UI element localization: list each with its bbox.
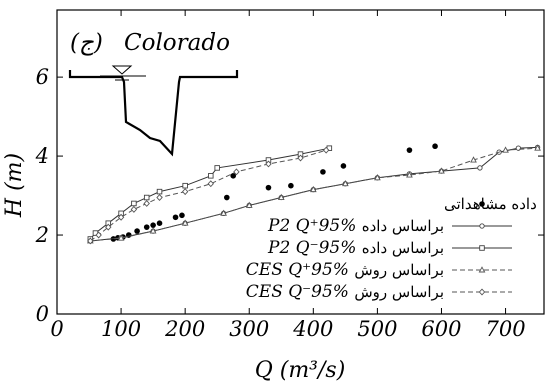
data-point-p2_lower	[157, 189, 162, 194]
x-tick-label: 200	[164, 317, 205, 341]
legend-label-p2_lower: P2 Q⁻95% براساس داده	[267, 238, 444, 258]
site-name: Colorado	[124, 30, 230, 56]
data-point-ces_lower	[208, 181, 213, 187]
x-tick-label: 300	[229, 317, 269, 341]
data-point-p2_lower	[132, 201, 137, 206]
data-point-p2_lower	[183, 183, 188, 188]
legend-label-ces_upper: CES Q⁺95% براساس روش	[246, 260, 444, 280]
data-point-obs	[288, 183, 294, 189]
data-point-obs	[266, 185, 272, 191]
data-point-obs	[407, 147, 413, 153]
data-point-obs	[157, 220, 163, 226]
x-tick-label: 100	[101, 317, 141, 341]
data-point-p2_lower	[215, 166, 220, 171]
legend-label-obs: داده مشاهداتی	[444, 195, 537, 213]
data-point-obs	[432, 143, 438, 149]
x-tick-label: 600	[421, 317, 461, 341]
water-level-marker	[113, 66, 131, 74]
channel-cross-section	[70, 70, 237, 154]
data-point-obs	[144, 224, 150, 230]
legend-label-ces_lower: CES Q⁻95% براساس روش	[246, 282, 444, 302]
channel-inset: (ج) Colorado	[70, 30, 237, 154]
data-point-ces_lower	[131, 207, 136, 213]
data-point-ces_lower	[183, 189, 188, 195]
legend-row-p2_lower: P2 Q⁻95% براساس داده	[267, 238, 512, 258]
data-point-obs	[179, 212, 185, 218]
legend-marker-p2_upper	[480, 224, 484, 228]
x-tick-label: 500	[357, 317, 397, 341]
data-point-obs	[150, 222, 156, 228]
data-point-obs	[320, 169, 326, 175]
data-point-p2_lower	[144, 195, 149, 200]
data-point-ces_lower	[144, 201, 149, 207]
data-point-obs	[134, 228, 140, 234]
x-tick-label: 700	[486, 317, 526, 341]
data-point-p2_lower	[208, 174, 213, 179]
legend-marker-ces_lower	[479, 289, 484, 295]
y-tick-label: 0	[36, 302, 49, 326]
legend-row-ces_lower: CES Q⁻95% براساس روش	[246, 282, 512, 302]
data-point-obs	[341, 163, 347, 169]
legend-marker-p2_lower	[480, 246, 485, 251]
y-tick-label: 2	[35, 223, 49, 247]
legend-label-p2_upper: P2 Q⁺95% براساس داده	[267, 216, 444, 236]
data-point-obs	[224, 195, 230, 201]
x-tick-label: 0	[50, 317, 63, 341]
data-point-p2_upper	[478, 166, 482, 170]
data-point-obs	[173, 214, 179, 220]
y-tick-label: 4	[35, 144, 49, 168]
y-tick-label: 6	[36, 65, 49, 89]
x-tick-label: 400	[292, 317, 333, 341]
data-point-ces_lower	[157, 195, 162, 201]
panel-label: (ج)	[70, 30, 103, 56]
legend-row-obs: داده مشاهداتی	[444, 195, 537, 213]
x-axis-title: Q (m³/s)	[255, 358, 346, 383]
y-axis-title: H (m)	[2, 153, 27, 218]
legend-row-p2_upper: P2 Q⁺95% براساس داده	[267, 216, 512, 236]
legend-row-ces_upper: CES Q⁺95% براساس روش	[246, 260, 512, 280]
